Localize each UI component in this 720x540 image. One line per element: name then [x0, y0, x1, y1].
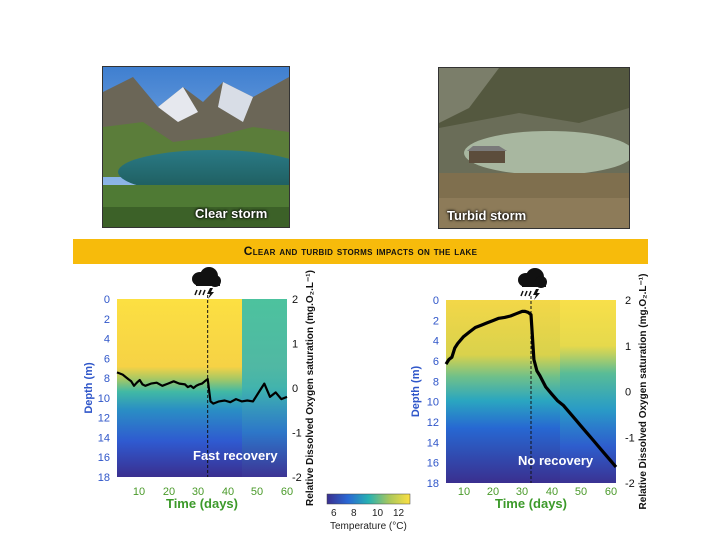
- x-tick-label: 10: [458, 486, 470, 498]
- y-tick-label: 12: [98, 413, 110, 425]
- x-tick-label: 50: [575, 486, 587, 498]
- y-tick-label: 6: [433, 356, 439, 368]
- x-axis-label: Time (days): [166, 496, 238, 511]
- y2-tick-label: 0: [625, 387, 631, 399]
- x-tick-label: 40: [546, 486, 558, 498]
- x-tick-label: 50: [251, 486, 263, 498]
- x-tick-label: 10: [133, 486, 145, 498]
- y-tick-label: 0: [104, 294, 110, 306]
- y-axis-label: Depth (m): [83, 362, 95, 414]
- y2-tick-label: 2: [625, 295, 631, 307]
- photo-clear-lake: Clear storm: [102, 66, 290, 228]
- x-tick-label: 20: [487, 486, 499, 498]
- turbid-lake-image: [439, 68, 629, 228]
- x-axis-label: Time (days): [495, 496, 567, 511]
- y-tick-label: 16: [427, 458, 439, 470]
- y2-tick-label: 0: [292, 383, 298, 395]
- storm-cloud-icon: [192, 267, 221, 299]
- y-tick-label: 4: [104, 334, 110, 346]
- y2-tick-label: -2: [625, 478, 635, 490]
- y-tick-label: 12: [427, 417, 439, 429]
- y-tick-label: 8: [433, 376, 439, 388]
- x-tick-label: 20: [163, 486, 175, 498]
- colorbar-tick-label: 6: [331, 508, 337, 519]
- y-tick-label: 2: [433, 315, 439, 327]
- photo-turbid-lake: Turbid storm: [438, 67, 630, 229]
- y-tick-label: 0: [433, 295, 439, 307]
- y2-tick-label: 1: [292, 339, 298, 351]
- colorbar-label: Temperature (°C): [330, 521, 407, 532]
- y-axis-label: Depth (m): [410, 366, 422, 418]
- y-tick-label: 4: [433, 336, 439, 348]
- photo-label-turbid: Turbid storm: [447, 208, 527, 223]
- y-tick-label: 18: [98, 472, 110, 484]
- y-tick-label: 16: [98, 452, 110, 464]
- x-tick-label: 30: [516, 486, 528, 498]
- recovery-annotation: No recovery: [518, 453, 594, 468]
- y2-tick-label: -1: [625, 432, 635, 444]
- y-tick-label: 14: [98, 432, 110, 444]
- x-tick-label: 30: [192, 486, 204, 498]
- x-tick-label: 60: [281, 486, 293, 498]
- recovery-annotation: Fast recovery: [193, 448, 278, 463]
- y-tick-label: 6: [104, 353, 110, 365]
- y-tick-label: 10: [427, 397, 439, 409]
- y2-tick-label: -2: [292, 472, 302, 484]
- x-tick-label: 60: [605, 486, 617, 498]
- y2-axis-label: Relative Dissolved Oxygen saturation (mg…: [305, 270, 316, 506]
- x-tick-label: 40: [222, 486, 234, 498]
- oxygen-series-line: [116, 371, 288, 405]
- oxygen-series-line: [444, 309, 618, 469]
- colorbar: [326, 493, 411, 505]
- y2-tick-label: 1: [625, 341, 631, 353]
- colorbar-tick-label: 8: [351, 508, 357, 519]
- y-tick-label: 10: [98, 393, 110, 405]
- photo-label-clear: Clear storm: [195, 206, 268, 221]
- storm-cloud-icon: [518, 268, 547, 300]
- y2-tick-label: 2: [292, 294, 298, 306]
- y-tick-label: 14: [427, 437, 439, 449]
- clear-lake-image: [103, 67, 289, 227]
- section-banner: Clear and turbid storms impacts on the l…: [73, 239, 648, 264]
- y-tick-label: 2: [104, 314, 110, 326]
- y2-axis-label: Relative Dissolved Oxygen saturation (mg…: [638, 274, 649, 510]
- heatmap-clear-storm: [117, 299, 287, 477]
- y2-tick-label: -1: [292, 428, 302, 440]
- colorbar-tick-label: 10: [372, 508, 384, 519]
- y-tick-label: 8: [104, 373, 110, 385]
- y-tick-label: 18: [427, 478, 439, 490]
- colorbar-tick-label: 12: [393, 508, 405, 519]
